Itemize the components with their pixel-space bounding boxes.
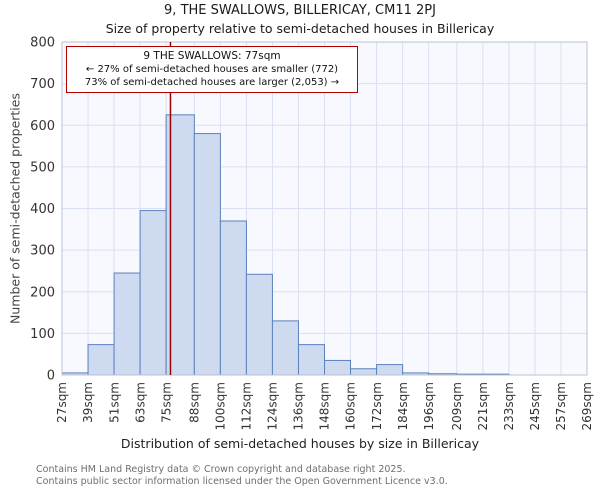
svg-text:63sqm: 63sqm	[133, 382, 147, 423]
svg-text:257sqm: 257sqm	[554, 382, 568, 430]
svg-text:100sqm: 100sqm	[214, 382, 228, 430]
svg-text:39sqm: 39sqm	[81, 382, 95, 423]
svg-text:209sqm: 209sqm	[450, 382, 464, 430]
chart-subtitle: Size of property relative to semi-detach…	[105, 21, 495, 36]
svg-text:136sqm: 136sqm	[292, 382, 306, 430]
annotation-smaller-pct: ← 27% of semi-detached houses are smalle…	[85, 64, 339, 75]
svg-text:233sqm: 233sqm	[502, 382, 516, 430]
svg-text:300: 300	[30, 244, 55, 259]
attribution-line-1: Contains HM Land Registry data © Crown c…	[36, 464, 406, 475]
chart-title: 9, THE SWALLOWS, BILLERICAY, CM11 2PJ	[164, 3, 436, 18]
svg-text:75sqm: 75sqm	[159, 382, 173, 423]
attribution-footer: Contains HM Land Registry data © Crown c…	[36, 464, 596, 487]
svg-text:51sqm: 51sqm	[107, 382, 121, 423]
svg-text:196sqm: 196sqm	[422, 382, 436, 430]
svg-text:245sqm: 245sqm	[528, 382, 542, 430]
svg-text:160sqm: 160sqm	[344, 382, 358, 430]
svg-text:700: 700	[30, 77, 55, 92]
svg-text:221sqm: 221sqm	[476, 382, 490, 430]
svg-text:Number of semi-detached proper: Number of semi-detached properties	[7, 93, 22, 324]
x-axis-title: Distribution of semi-detached houses by …	[120, 436, 480, 451]
annotation-box: 9 THE SWALLOWS: 77sqm ← 27% of semi-deta…	[66, 46, 358, 93]
svg-text:0: 0	[47, 369, 55, 384]
svg-text:27sqm: 27sqm	[55, 382, 69, 423]
svg-text:124sqm: 124sqm	[266, 382, 280, 430]
svg-text:184sqm: 184sqm	[396, 382, 410, 430]
svg-text:112sqm: 112sqm	[240, 382, 254, 430]
attribution-line-2: Contains public sector information licen…	[36, 475, 448, 487]
svg-text:500: 500	[30, 160, 55, 175]
svg-text:400: 400	[30, 202, 55, 217]
svg-text:200: 200	[30, 285, 55, 300]
svg-text:269sqm: 269sqm	[580, 382, 594, 430]
annotation-property-size: 9 THE SWALLOWS: 77sqm	[143, 50, 281, 62]
annotation-larger-pct: 73% of semi-detached houses are larger (…	[84, 77, 340, 88]
svg-text:88sqm: 88sqm	[188, 382, 202, 423]
svg-text:600: 600	[30, 119, 55, 134]
svg-text:172sqm: 172sqm	[370, 382, 384, 430]
svg-text:100: 100	[30, 327, 55, 342]
svg-text:800: 800	[30, 36, 55, 51]
svg-text:148sqm: 148sqm	[318, 382, 332, 430]
